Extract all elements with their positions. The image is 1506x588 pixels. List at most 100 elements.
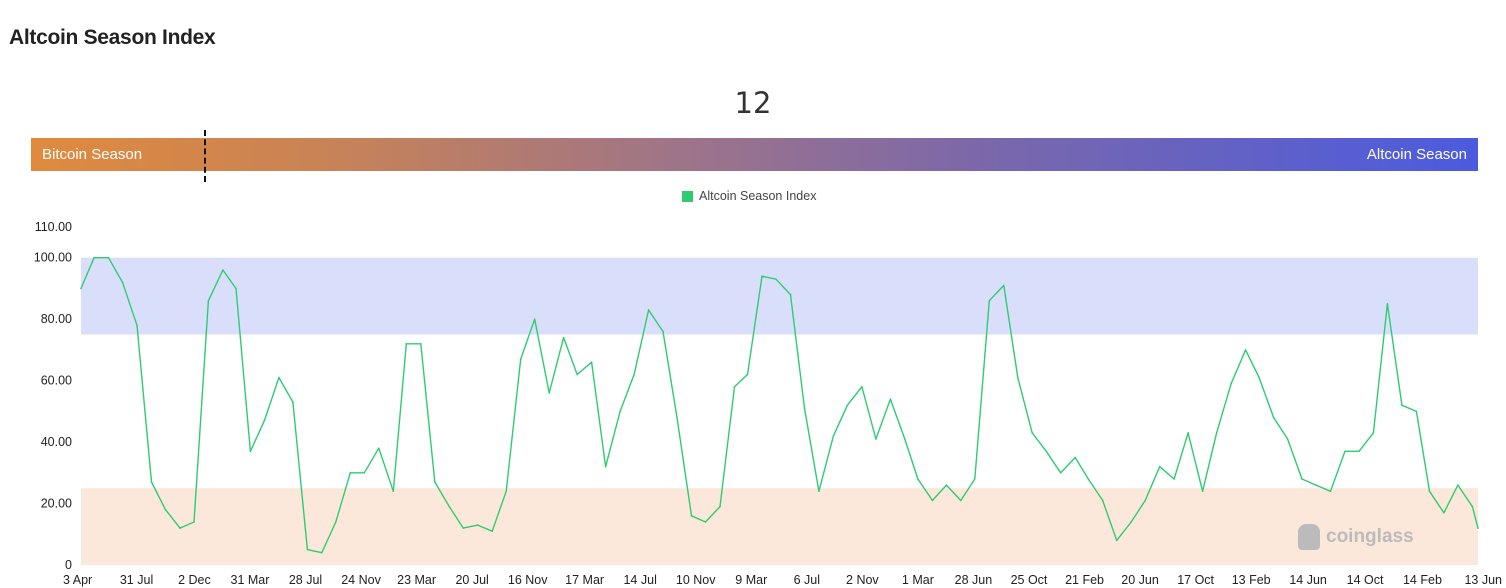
y-tick-label: 60.00 (41, 374, 72, 388)
x-tick-label: 16 Nov (508, 573, 548, 587)
x-tick-label: 2 Dec (178, 573, 211, 587)
data-point (1301, 478, 1303, 480)
x-tick-label: 14 Feb (1403, 573, 1442, 587)
data-point (704, 521, 707, 523)
data-point (746, 373, 749, 376)
data-point (1258, 376, 1260, 379)
data-point (107, 256, 110, 259)
data-point (434, 481, 436, 483)
data-point (505, 490, 508, 493)
data-point (1059, 472, 1062, 474)
current-value-marker (203, 130, 206, 182)
current-index-value: 12 (734, 86, 772, 120)
data-point (647, 309, 650, 311)
data-point (1315, 484, 1317, 486)
data-point (889, 398, 892, 400)
data-point (150, 481, 153, 483)
data-point (803, 407, 806, 410)
data-point (974, 478, 976, 480)
data-point (1415, 410, 1418, 413)
x-tick-label: 17 Oct (1177, 573, 1214, 587)
y-tick-label: 40.00 (41, 435, 72, 449)
x-tick-label: 24 Nov (341, 573, 381, 587)
data-point (1101, 499, 1104, 502)
data-point (590, 361, 593, 364)
data-point (945, 484, 948, 486)
data-point (405, 342, 408, 345)
data-point (136, 324, 138, 327)
x-tick-label: 23 Mar (397, 573, 436, 587)
watermark-text: coinglass (1326, 526, 1414, 547)
data-point (193, 521, 195, 523)
x-tick-label: 13 Jun (1464, 573, 1502, 587)
data-point (619, 410, 621, 413)
data-point (832, 435, 835, 437)
data-point (306, 548, 309, 551)
data-point (719, 505, 721, 508)
data-point (1428, 490, 1431, 493)
y-tick-label: 0 (65, 558, 72, 572)
x-tick-label: 28 Jul (289, 573, 322, 587)
legend-label: Altcoin Season Index (699, 189, 817, 203)
x-tick-label: 6 Jul (794, 573, 820, 587)
data-point (789, 293, 792, 296)
data-point (476, 524, 479, 526)
y-tick-label: 80.00 (41, 312, 72, 326)
x-tick-label: 13 Feb (1232, 573, 1271, 587)
data-point (861, 385, 863, 388)
x-tick-label: 9 Mar (735, 573, 767, 587)
data-point (1230, 382, 1232, 385)
data-point (222, 269, 224, 271)
season-gauge-bar: Bitcoin Season Altcoin Season (31, 138, 1478, 171)
data-point (1286, 438, 1289, 440)
data-point (80, 287, 82, 290)
data-point (1031, 432, 1034, 434)
data-point (93, 256, 95, 259)
data-point (249, 450, 252, 453)
x-tick-label: 31 Mar (231, 573, 270, 587)
data-point (349, 472, 352, 474)
page-title: Altcoin Season Index (9, 26, 216, 49)
x-tick-label: 28 Jun (955, 573, 993, 587)
data-point (392, 490, 395, 493)
data-point (377, 447, 380, 450)
data-point (917, 478, 919, 480)
data-point (931, 499, 934, 502)
legend-swatch-icon (682, 190, 693, 202)
x-tick-label: 20 Jul (455, 573, 488, 587)
data-point (1002, 284, 1005, 287)
series-line (80, 257, 1479, 554)
y-tick-label: 110.00 (35, 220, 72, 234)
data-point (462, 527, 465, 529)
data-point (263, 419, 266, 422)
data-point (604, 465, 607, 468)
data-point (1016, 376, 1019, 379)
data-point (278, 376, 280, 379)
data-point (1477, 527, 1479, 529)
data-point (235, 287, 237, 290)
data-point (633, 373, 635, 376)
data-point (1215, 432, 1218, 434)
data-point (1244, 349, 1247, 351)
data-point (519, 358, 522, 360)
data-point (1187, 432, 1189, 434)
data-point (1201, 490, 1204, 493)
coinglass-logo-icon (1298, 524, 1320, 550)
x-tick-label: 1 Mar (902, 573, 934, 587)
data-point (121, 281, 124, 284)
data-point (1087, 478, 1090, 480)
data-point (846, 404, 849, 407)
x-tick-label: 3 Apr (63, 573, 92, 587)
data-point (363, 472, 366, 474)
data-point (733, 385, 736, 388)
data-point (875, 438, 877, 440)
chart-legend[interactable]: Altcoin Season Index (682, 189, 816, 203)
data-point (1158, 465, 1161, 468)
data-point (548, 392, 550, 394)
data-point (179, 527, 181, 529)
data-point (1272, 416, 1275, 419)
data-point (533, 318, 536, 320)
data-point (491, 530, 494, 532)
data-point (1386, 303, 1389, 305)
